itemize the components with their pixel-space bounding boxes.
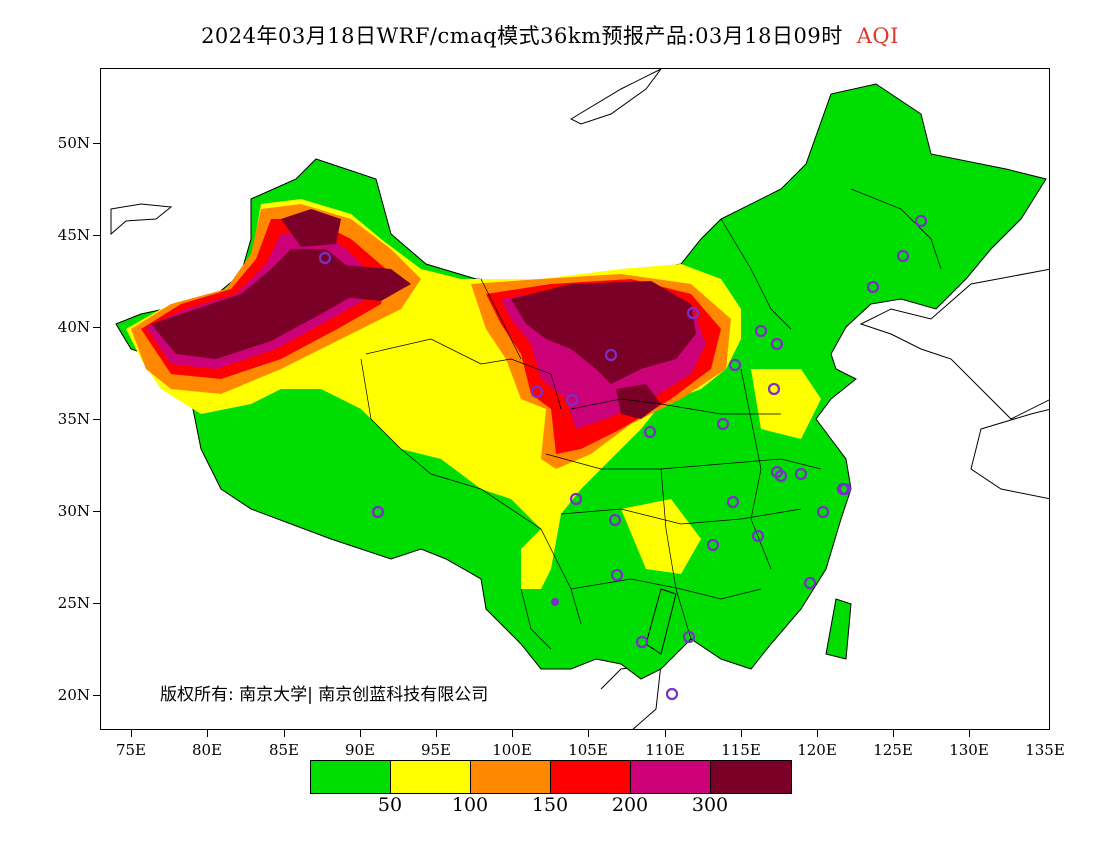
legend-swatch-good [311, 761, 391, 793]
lat-label-20n: 20N [57, 686, 90, 704]
legend-swatch-very-unhealthy [631, 761, 711, 793]
lat-tick [93, 511, 100, 512]
lon-label-85e: 85E [268, 741, 300, 759]
legend-label-100: 100 [451, 794, 489, 816]
lon-label-130e: 130E [949, 741, 989, 759]
lon-label-135e: 135E [1025, 741, 1065, 759]
legend-label-200: 200 [611, 794, 649, 816]
lon-label-125e: 125E [873, 741, 913, 759]
aqi-legend [310, 760, 792, 794]
lon-label-120e: 120E [797, 741, 837, 759]
legend-label-150: 150 [531, 794, 569, 816]
aqi-zone-hazardous-tianshan [281, 209, 341, 247]
legend-label-300: 300 [691, 794, 729, 816]
lat-label-45n: 45N [57, 226, 90, 244]
lat-label-30n: 30N [57, 502, 90, 520]
aqi-zone-moderate-south [621, 499, 701, 574]
lon-tick [512, 730, 513, 737]
lon-tick [588, 730, 589, 737]
korea-coast [859, 268, 1049, 420]
lon-tick [817, 730, 818, 737]
lon-tick [741, 730, 742, 737]
city-markers [318, 214, 928, 701]
lon-label-80e: 80E [191, 741, 223, 759]
lat-tick [93, 235, 100, 236]
lon-label-115e: 115E [721, 741, 761, 759]
lat-tick [93, 143, 100, 144]
legend-swatch-usg [471, 761, 551, 793]
aqi-zone-hazardous-north [511, 281, 696, 384]
title-text: 2024年03月18日WRF/cmaq模式36km预报产品:03月18日09时 [201, 24, 843, 48]
hainan-island [645, 588, 677, 655]
legend-swatch-moderate [391, 761, 471, 793]
aqi-zone-hazardous-west [151, 249, 356, 359]
lon-tick [207, 730, 208, 737]
province-borders [360, 188, 942, 650]
aqi-map [110, 69, 1049, 729]
lon-tick [284, 730, 285, 737]
aqi-zone-hazardous-east-tianshan [331, 264, 411, 301]
city-marker-filled [551, 598, 559, 606]
lon-tick [436, 730, 437, 737]
legend-label-50: 50 [377, 794, 403, 816]
lon-label-105e: 105E [568, 741, 608, 759]
legend-swatch-unhealthy [551, 761, 631, 793]
lon-tick [360, 730, 361, 737]
lake-baikal [569, 69, 662, 125]
taiwan-island [825, 598, 852, 660]
lon-tick [665, 730, 666, 737]
lon-tick [131, 730, 132, 737]
lat-label-35n: 35N [57, 410, 90, 428]
lon-tick [893, 730, 894, 737]
lon-tick [969, 730, 970, 737]
lon-label-100e: 100E [492, 741, 532, 759]
lat-tick [93, 603, 100, 604]
lat-label-40n: 40N [57, 318, 90, 336]
lon-label-110e: 110E [645, 741, 685, 759]
lon-label-75e: 75E [115, 741, 147, 759]
title-tag: AQI [856, 24, 899, 48]
copyright-text: 版权所有: 南京大学| 南京创蓝科技有限公司 [160, 685, 489, 705]
map-frame [100, 68, 1050, 730]
lat-label-50n: 50N [57, 134, 90, 152]
lon-label-95e: 95E [420, 741, 452, 759]
japan-coast [970, 408, 1049, 500]
lake-balkhash [110, 203, 173, 236]
legend-swatch-hazardous [711, 761, 791, 793]
lat-label-25n: 25N [57, 594, 90, 612]
lat-tick [93, 695, 100, 696]
lon-label-90e: 90E [344, 741, 376, 759]
lat-tick [93, 327, 100, 328]
lat-tick [93, 419, 100, 420]
map-title: 2024年03月18日WRF/cmaq模式36km预报产品:03月18日09时 A… [0, 20, 1100, 50]
